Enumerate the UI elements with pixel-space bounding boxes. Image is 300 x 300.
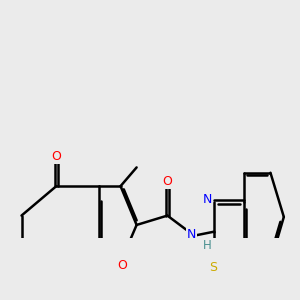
- Text: O: O: [163, 176, 172, 188]
- Text: N: N: [203, 193, 212, 206]
- Text: H: H: [203, 239, 212, 253]
- Text: S: S: [209, 261, 217, 274]
- Text: O: O: [117, 260, 127, 272]
- Text: O: O: [51, 150, 61, 163]
- Text: N: N: [187, 228, 196, 241]
